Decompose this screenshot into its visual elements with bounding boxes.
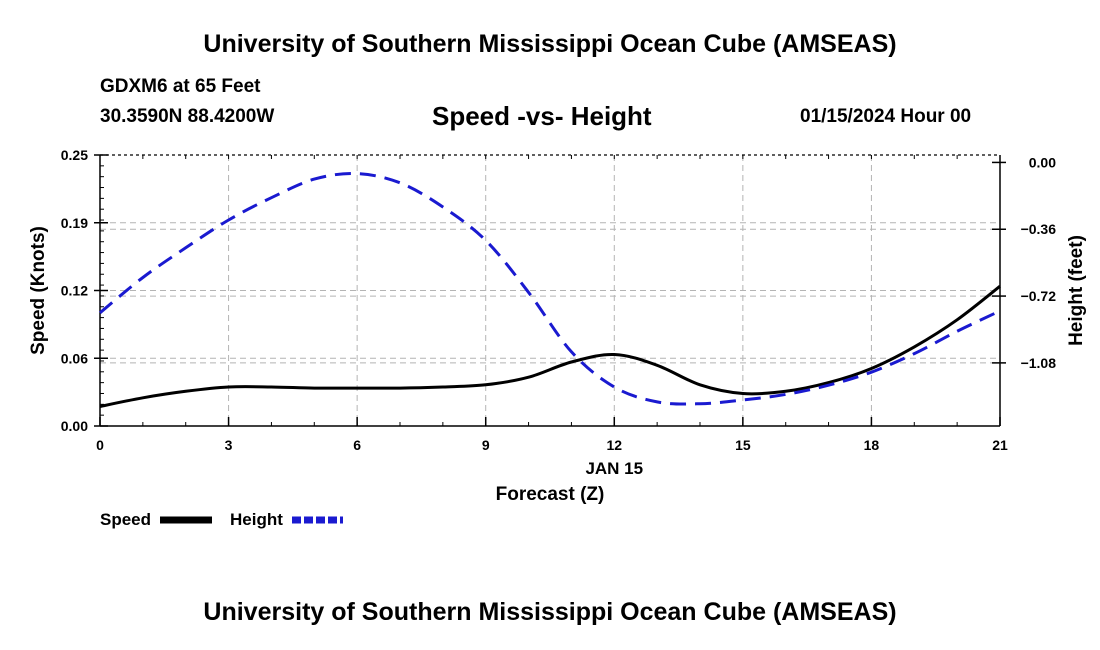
page-title: University of Southern Mississippi Ocean…: [203, 30, 897, 58]
speed-series-line: [99, 285, 1001, 408]
height-series-line: [99, 171, 1001, 406]
y-left-tick-label: 0.25: [61, 147, 88, 163]
x-tick-label: 0: [96, 437, 104, 453]
x-tick-label: 6: [353, 437, 361, 453]
y-right-tick-label: 0.00: [1029, 154, 1056, 170]
x-tick-label: 9: [482, 437, 490, 453]
legend-speed-label: Speed: [100, 510, 151, 529]
x-tick-label: 3: [225, 437, 233, 453]
legend-height-label: Height: [230, 510, 283, 529]
forecast-datetime: 01/15/2024 Hour 00: [800, 106, 972, 127]
y-right-axis-label: Height (feet): [1066, 235, 1087, 346]
station-label: GDXM6 at 65 Feet: [100, 76, 261, 97]
y-left-axis-label: Speed (Knots): [28, 226, 49, 355]
footer-title: University of Southern Mississippi Ocean…: [203, 598, 897, 626]
x-axis-label: Forecast (Z): [496, 484, 605, 505]
y-left-tick-label: 0.19: [61, 215, 88, 231]
coordinates-label: 30.3590N 88.4200W: [100, 106, 275, 127]
x-tick-label: 15: [735, 437, 751, 453]
y-right-tick-label: −0.36: [1021, 221, 1057, 237]
y-left-tick-label: 0.06: [61, 350, 88, 366]
chart-title: Speed -vs- Height: [432, 101, 652, 131]
y-right-tick-label: −0.72: [1021, 288, 1057, 304]
y-left-tick-label: 0.12: [61, 283, 88, 299]
x-tick-label: 21: [992, 437, 1008, 453]
y-right-tick-label: −1.08: [1021, 355, 1057, 371]
x-axis-date-label: JAN 15: [585, 459, 643, 478]
x-tick-label: 18: [864, 437, 880, 453]
x-tick-label: 12: [606, 437, 622, 453]
y-left-tick-label: 0.00: [61, 418, 88, 434]
